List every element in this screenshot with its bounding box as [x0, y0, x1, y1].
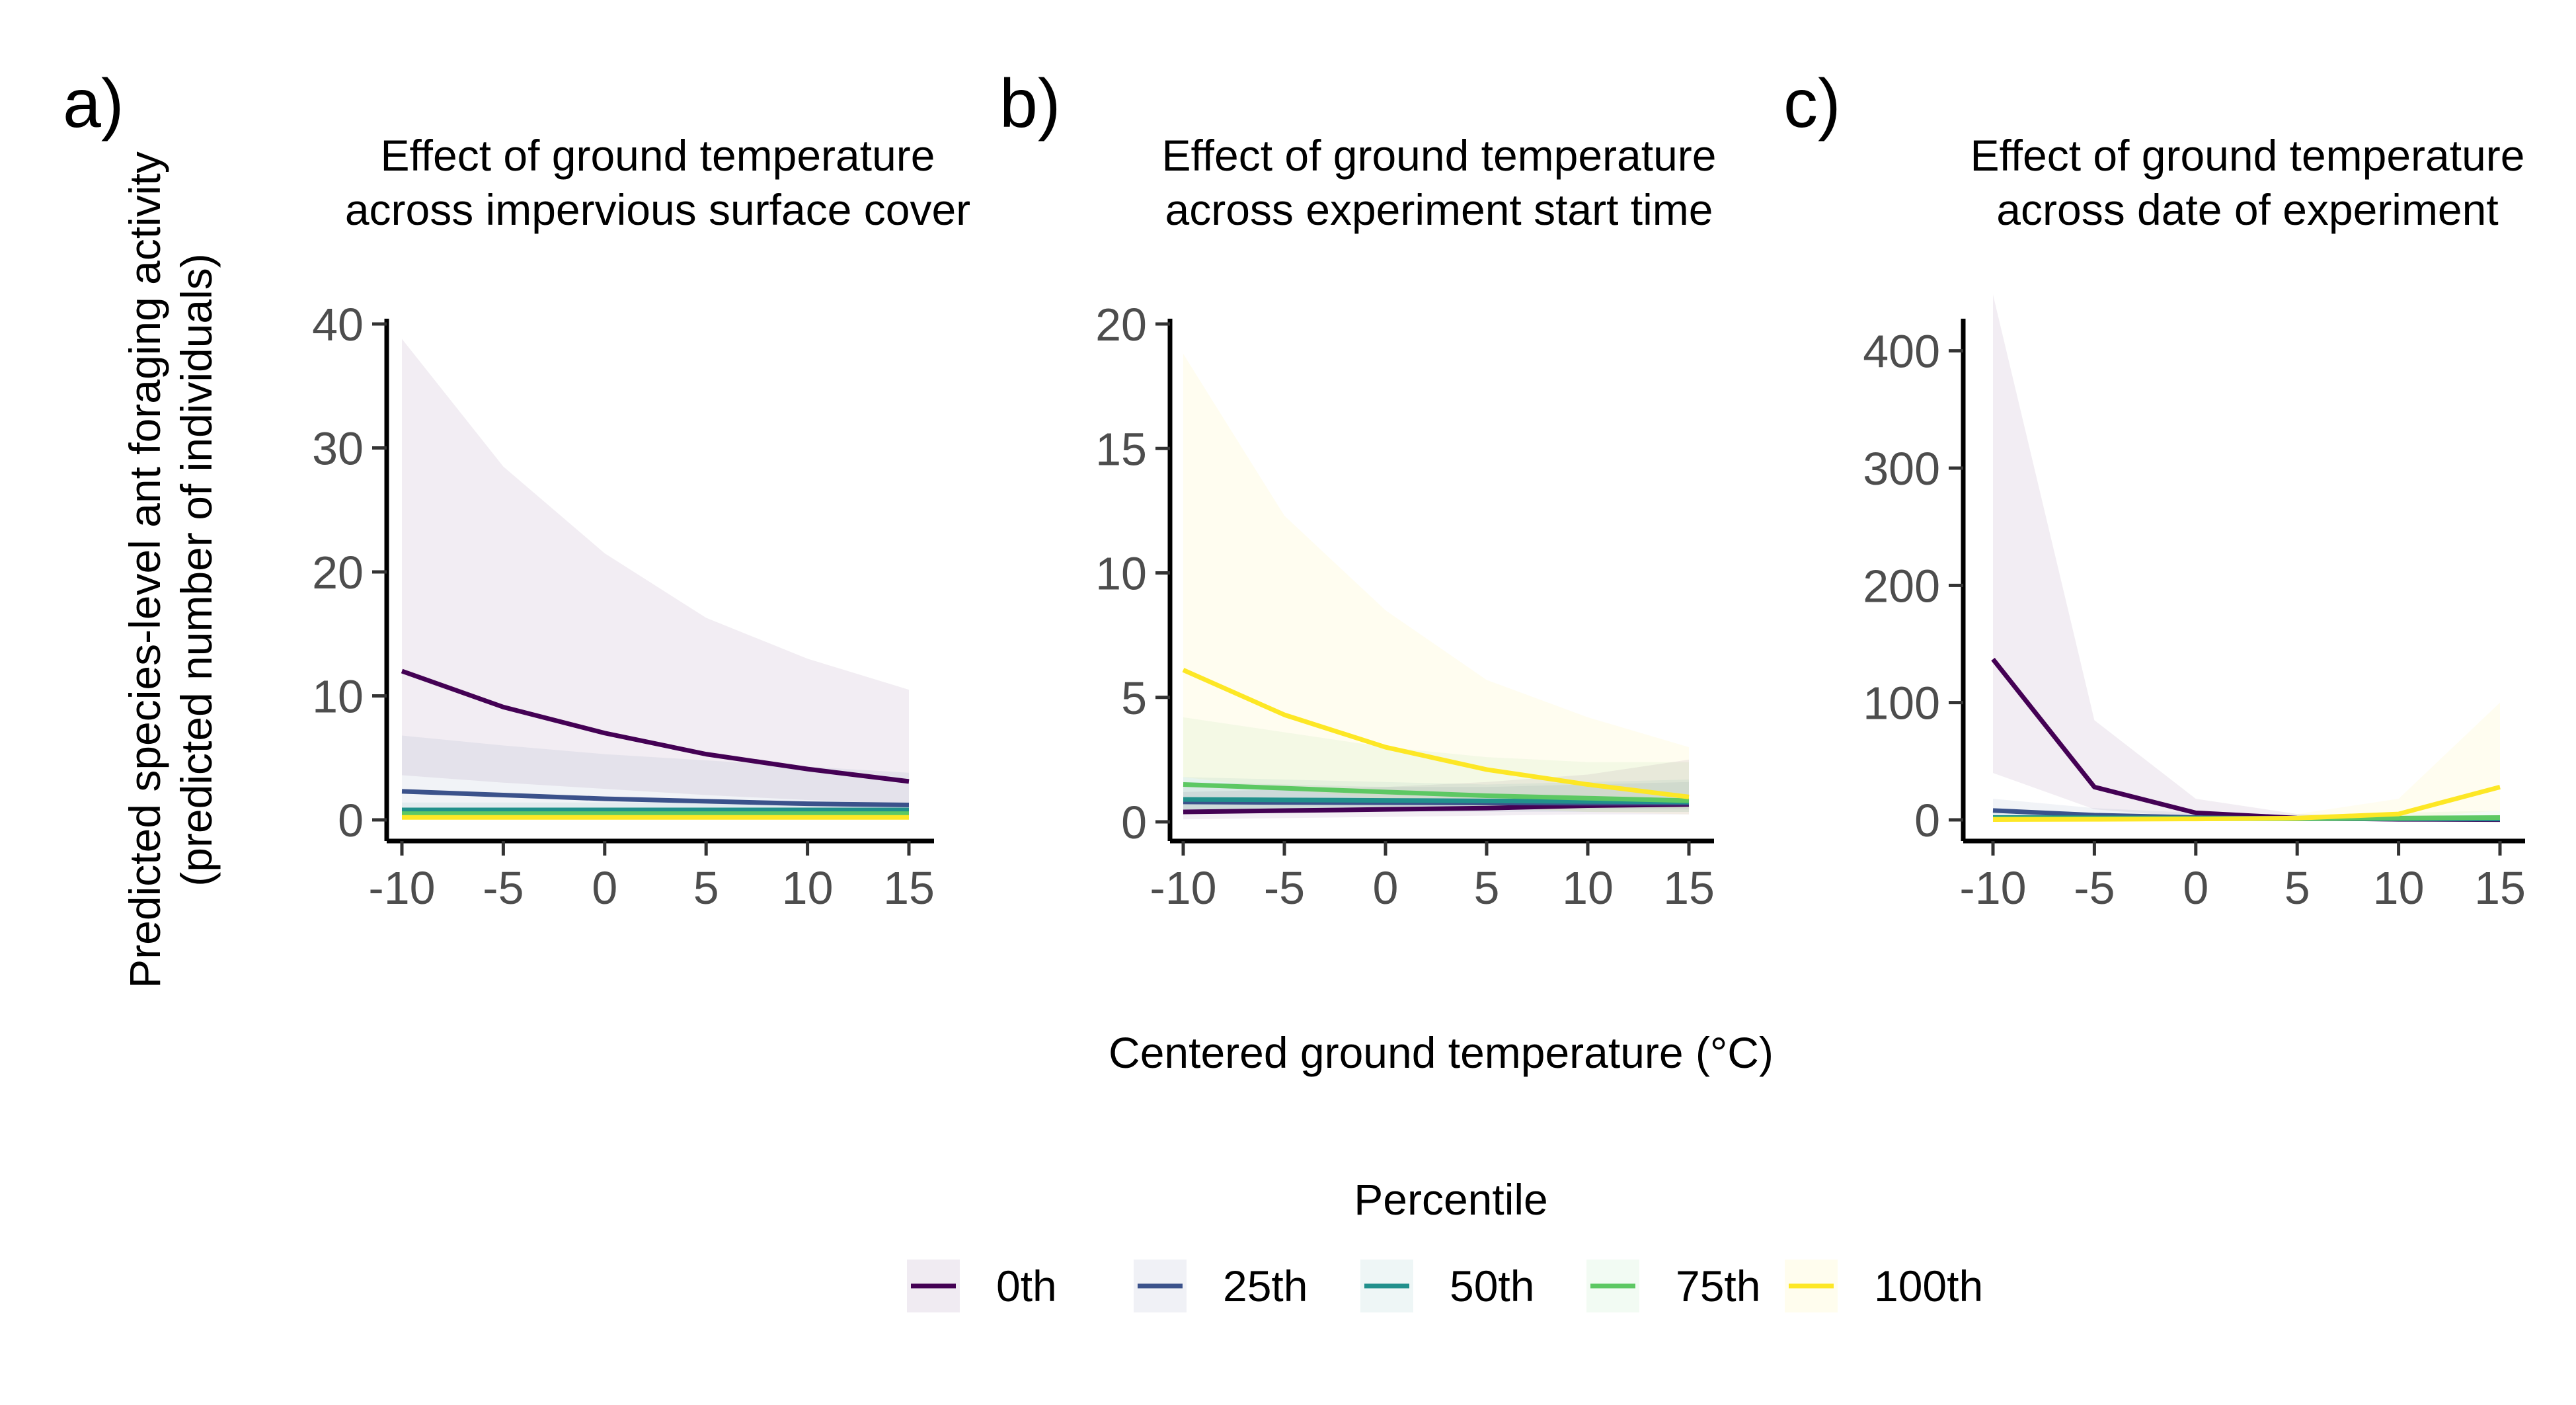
legend-item-100th: 100th [1785, 1260, 1983, 1312]
x-tick-label: -10 [368, 862, 435, 914]
y-tick-label: 20 [1095, 299, 1147, 350]
line-100th [1992, 784, 2501, 822]
x-tick-label: -5 [1264, 862, 1305, 914]
x-tick-label: -10 [1959, 862, 2026, 914]
x-tick-label: -5 [2074, 862, 2115, 914]
x-tick-label: 15 [1663, 862, 1715, 914]
panel-title-line2: across date of experiment [1996, 185, 2498, 234]
x-tick-label: 15 [883, 862, 935, 914]
y-tick-label: 0 [1914, 795, 1940, 846]
ribbon-0th [1993, 294, 2500, 820]
panel-a: a) Effect of ground temperature across imp… [63, 65, 970, 914]
legend-item-0th: 0th [907, 1260, 1057, 1312]
x-tick-label: 5 [1474, 862, 1500, 914]
y-tick-label: 5 [1121, 672, 1147, 724]
line-0th [401, 668, 910, 784]
legend-title: Percentile [1354, 1175, 1548, 1224]
panel-label: b) [999, 65, 1060, 142]
x-tick-label: 0 [2183, 862, 2208, 914]
line-25th [401, 789, 910, 807]
panel-title-line2: across experiment start time [1165, 185, 1713, 234]
y-tick-label: 300 [1863, 443, 1940, 495]
legend-label: 50th [1450, 1262, 1534, 1310]
legend-item-75th: 75th [1586, 1260, 1760, 1312]
y-tick-label: 0 [338, 795, 364, 846]
y-tick-label: 400 [1863, 326, 1940, 378]
ribbon-100th [1183, 354, 1689, 815]
x-tick-label: 0 [592, 862, 617, 914]
panel-title-line1: Effect of ground temperature [1162, 131, 1717, 180]
x-axis-label: Centered ground temperature (°C) [1109, 1028, 1774, 1077]
line-50th [1183, 797, 1690, 805]
x-tick-label: 0 [1373, 862, 1399, 914]
line-100th [1182, 668, 1690, 799]
panel-b: b) Effect of ground temperature across exp… [999, 65, 1716, 914]
y-tick-label: 10 [1095, 548, 1147, 600]
x-tick-label: -10 [1150, 862, 1216, 914]
legend-item-50th: 50th [1360, 1260, 1534, 1312]
ribbon-0th [402, 339, 909, 804]
y-axis-label-line1: Predicted species-level ant foraging act… [120, 151, 169, 988]
y-axis-label-line2: (predicted number of individuals) [172, 253, 221, 886]
x-tick-label: -5 [483, 862, 524, 914]
x-tick-label: 10 [782, 862, 834, 914]
panel-label: c) [1783, 65, 1841, 142]
x-tick-label: 5 [693, 862, 719, 914]
line-75th [1183, 782, 1690, 803]
legend-item-25th: 25th [1134, 1260, 1308, 1312]
y-axis-label: Predicted species-level ant foraging act… [120, 151, 221, 988]
y-tick-label: 30 [312, 423, 364, 475]
legend-label: 25th [1223, 1262, 1308, 1310]
y-tick-label: 0 [1121, 797, 1147, 848]
legend-label: 75th [1676, 1262, 1760, 1310]
panel-title-line1: Effect of ground temperature [1971, 131, 2525, 180]
x-tick-label: 15 [2474, 862, 2526, 914]
panel-c: c) Effect of ground temperature across dat… [1783, 65, 2526, 914]
panel-title-line1: Effect of ground temperature [381, 131, 935, 180]
panel-title-line2: across impervious surface cover [345, 185, 970, 234]
y-tick-label: 100 [1863, 678, 1940, 729]
y-tick-label: 15 [1095, 423, 1147, 475]
legend-label: 100th [1874, 1262, 1983, 1310]
x-tick-label: 5 [2284, 862, 2310, 914]
y-tick-label: 40 [312, 299, 364, 350]
x-tick-label: 10 [2373, 862, 2425, 914]
y-tick-label: 20 [312, 547, 364, 598]
legend: Percentile 0th 25th 50th 75th 100th [907, 1175, 1983, 1312]
legend-label: 0th [996, 1262, 1057, 1310]
y-tick-label: 10 [312, 671, 364, 723]
ribbon-100th [1993, 702, 2500, 820]
legend-items: 0th 25th 50th 75th 100th [907, 1260, 1983, 1312]
x-tick-label: 10 [1562, 862, 1614, 914]
y-tick-label: 200 [1863, 560, 1940, 612]
panel-label: a) [63, 65, 124, 142]
